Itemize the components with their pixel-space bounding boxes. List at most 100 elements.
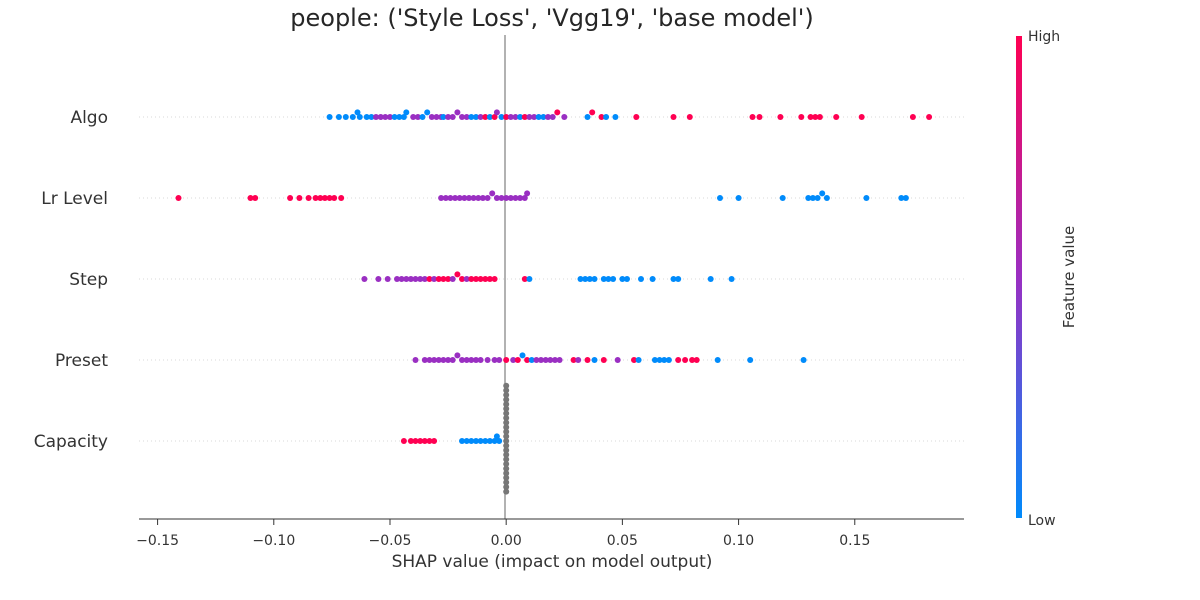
point-preset-2	[426, 357, 433, 363]
point-algo-15	[403, 109, 410, 116]
point-lr-level-18	[466, 195, 472, 201]
point-algo-12	[391, 114, 398, 120]
point-capacity-10	[473, 438, 479, 444]
point-algo-40	[517, 114, 524, 120]
point-capacity-39	[503, 488, 510, 495]
point-preset-0	[412, 357, 419, 363]
point-step-34	[619, 276, 626, 282]
point-capacity-7	[459, 438, 465, 444]
point-lr-level-42	[902, 195, 909, 201]
x-tick-label: −0.10	[252, 533, 295, 549]
point-capacity-1	[407, 438, 414, 444]
point-step-28	[582, 276, 589, 282]
point-algo-50	[584, 114, 591, 120]
chart-title: people: ('Style Loss', 'Vgg19', 'base mo…	[290, 4, 813, 32]
shap-points	[175, 109, 933, 495]
point-preset-1	[421, 357, 428, 363]
point-lr-level-31	[524, 190, 531, 197]
point-preset-36	[635, 357, 642, 363]
point-preset-29	[570, 357, 577, 363]
feature-gridlines	[139, 116, 964, 442]
point-capacity-34	[503, 396, 510, 403]
point-step-12	[435, 276, 442, 282]
point-lr-level-10	[331, 195, 338, 201]
point-algo-60	[777, 114, 784, 120]
point-lr-level-35	[805, 195, 812, 201]
point-algo-1	[335, 114, 342, 120]
point-algo-46	[545, 114, 551, 120]
point-algo-31	[477, 114, 484, 120]
point-capacity-26	[503, 415, 510, 421]
point-algo-9	[377, 114, 384, 120]
feature-label-algo: Algo	[70, 108, 108, 128]
point-step-0	[361, 276, 368, 282]
point-algo-47	[549, 114, 556, 120]
point-lr-level-41	[898, 195, 905, 201]
point-preset-15	[491, 357, 498, 363]
x-tick-label: 0.10	[723, 533, 754, 549]
point-lr-level-5	[305, 195, 312, 201]
point-lr-level-2	[252, 195, 259, 201]
point-preset-34	[614, 357, 621, 363]
point-preset-47	[800, 357, 807, 363]
point-step-39	[675, 276, 682, 282]
point-algo-2	[342, 114, 349, 120]
point-algo-64	[816, 114, 823, 120]
point-capacity-22	[503, 424, 510, 431]
point-algo-27	[459, 114, 465, 120]
point-preset-33	[600, 357, 607, 363]
point-preset-24	[538, 357, 544, 363]
point-algo-7	[368, 114, 375, 120]
colorbar-low-label: Low	[1028, 513, 1056, 529]
point-lr-level-13	[442, 195, 449, 201]
point-step-8	[417, 276, 424, 282]
point-preset-3	[431, 357, 438, 363]
point-lr-level-1	[247, 195, 254, 201]
point-step-41	[728, 276, 735, 282]
point-algo-57	[686, 114, 693, 120]
point-step-25	[521, 276, 528, 282]
point-lr-level-38	[819, 190, 826, 197]
point-algo-41	[521, 114, 528, 120]
point-preset-20	[519, 352, 526, 359]
point-step-5	[403, 276, 410, 282]
point-step-38	[670, 276, 677, 282]
point-algo-6	[363, 114, 370, 120]
x-tick-label: 0.15	[839, 533, 870, 549]
point-algo-3	[349, 114, 356, 120]
point-algo-66	[858, 114, 865, 120]
point-step-13	[440, 276, 447, 282]
point-algo-18	[419, 114, 426, 120]
point-algo-0	[326, 114, 333, 120]
point-preset-41	[675, 357, 682, 363]
point-algo-63	[812, 114, 819, 120]
point-capacity-24	[503, 419, 510, 426]
point-lr-level-8	[321, 195, 328, 201]
point-lr-level-26	[503, 195, 510, 201]
point-lr-level-36	[809, 195, 816, 201]
point-preset-16	[496, 357, 503, 363]
point-algo-34	[491, 114, 498, 120]
colorbar	[1016, 36, 1022, 518]
point-preset-32	[591, 357, 598, 363]
point-capacity-40	[503, 382, 510, 389]
point-capacity-9	[468, 438, 475, 444]
point-step-16	[454, 271, 461, 278]
point-preset-17	[503, 357, 510, 363]
point-algo-49	[561, 114, 568, 120]
point-algo-21	[433, 114, 440, 120]
point-step-37	[649, 276, 656, 282]
point-algo-32	[482, 114, 489, 120]
point-preset-11	[468, 357, 475, 363]
point-algo-62	[807, 114, 814, 120]
point-preset-6	[445, 357, 452, 363]
x-axis-ticks: −0.15 −0.10 −0.05 0.00 0.05 0.10 0.15	[136, 519, 870, 549]
feature-label-capacity: Capacity	[34, 432, 108, 452]
point-preset-28	[556, 357, 563, 363]
point-step-24	[491, 276, 498, 282]
point-algo-53	[603, 114, 610, 120]
point-algo-42	[526, 114, 533, 120]
point-step-21	[477, 276, 484, 282]
point-preset-13	[477, 357, 484, 363]
